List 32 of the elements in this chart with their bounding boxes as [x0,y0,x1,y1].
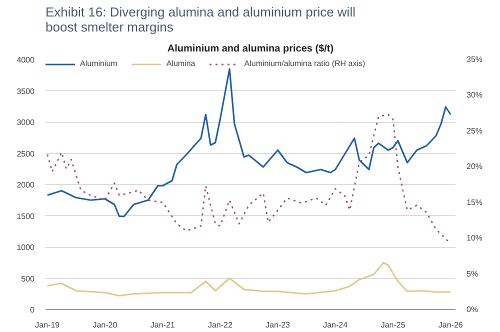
x-tick-label: Jan-19 [35,320,60,330]
x-tick-label: Jan-22 [208,320,234,330]
x-tick-label: Jan-26 [438,320,464,330]
y2-tick-label: 35% [466,55,483,64]
y2-tick-label: 30% [466,90,483,100]
chart-title: Exhibit 16: Diverging alumina and aluminium price will boost smelter margins [46,4,356,34]
y-tick-label: 0 [30,306,36,314]
y-tick-label: 2000 [16,180,36,190]
y-tick-label: 4000 [16,56,36,64]
y2-tick-label: 25% [466,126,483,136]
x-tick-label: Jan-25 [380,320,406,330]
chart-subtitle: Aluminium and alumina prices ($/t) [167,44,334,54]
y-tick-label: 2500 [16,149,36,158]
y-tick-label: 3500 [16,86,36,96]
y-tick-label: 3000 [16,118,36,127]
x-tick-label: Jan-20 [92,320,118,330]
legend-label: Alumina [166,59,196,68]
line-series [46,262,452,297]
y2-tick-label: 10% [466,234,483,243]
y-tick-label: 1000 [16,243,36,252]
legend-label: Aluminium [80,59,118,68]
x-tick-label: Jan-21 [150,320,176,330]
y-tick-label: 500 [21,274,36,284]
y2-tick-label: 20% [466,162,483,172]
x-tick-label: Jan-23 [266,320,291,330]
x-tick-label: Jan-24 [323,320,348,330]
line-series [46,68,452,218]
y2-tick-label: 0% [466,305,478,314]
y2-tick-label: 15% [466,198,483,207]
y-tick-label: 1500 [16,212,36,221]
legend-label: Aluminium/alumina ratio (RH axis) [244,59,366,68]
y2-tick-label: 5% [466,269,478,278]
